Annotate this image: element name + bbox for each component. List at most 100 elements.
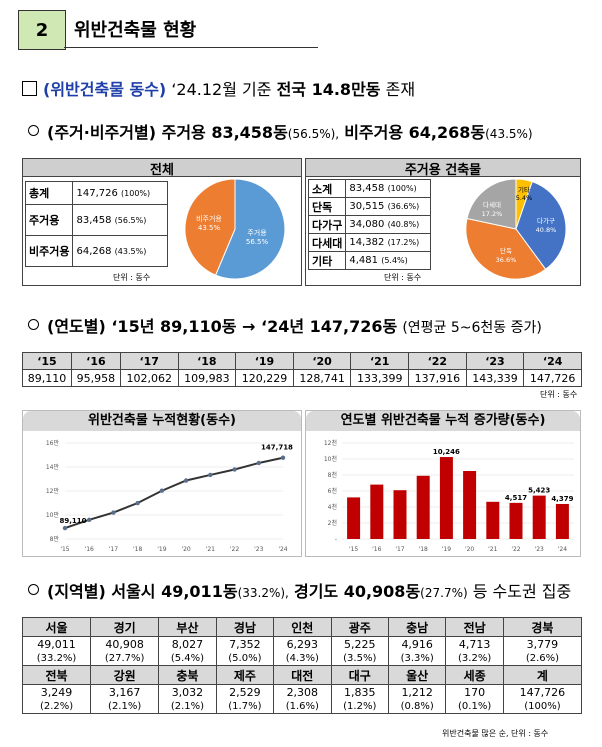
x-tick-label: '22 (230, 546, 239, 553)
pie-slice-multifamily (515, 181, 567, 270)
data-point (256, 460, 261, 466)
year-value-cell: 102,062 (119, 369, 179, 387)
bar (509, 502, 523, 539)
region-name-cell: 경기 (90, 617, 160, 637)
data-label: 4,379 (551, 495, 573, 503)
x-tick-label: '20 (465, 546, 474, 553)
region-value-cell: 2,308 (273, 684, 332, 700)
x-tick-label: '21 (488, 546, 497, 553)
region-name-cell: 서울 (21, 617, 92, 637)
year-value-cell: 133,399 (350, 369, 410, 387)
data-label: 147,718 (261, 444, 293, 452)
region-pct2: (27.7%) (420, 586, 468, 600)
y-tick-label: 8만 (50, 535, 60, 543)
region-pct-cell: (3.2%) (445, 652, 504, 666)
summary-prefix: (위반건축물 동수) (43, 80, 167, 99)
region-value-cell: 3,779 (502, 636, 583, 652)
row-pct: (36.6%) (387, 202, 420, 211)
region-value-cell: 4,916 (387, 636, 447, 652)
bar (555, 503, 569, 539)
region-name-cell: 전남 (445, 617, 504, 637)
region-suffix: 등 수도권 집중 (472, 582, 572, 601)
region-pct-cell: (2.6%) (502, 652, 583, 666)
region-name-cell: 충남 (387, 617, 447, 637)
data-point (183, 478, 189, 483)
y-tick-label: - (335, 536, 337, 543)
y-tick-label: 12천 (324, 439, 337, 447)
row-pct: (56.5%) (114, 215, 147, 225)
year-header-cell: ‘16 (70, 352, 121, 370)
region-pct-cell: (100%) (502, 700, 583, 714)
y-tick-label: 12만 (46, 487, 60, 495)
header-underline (64, 47, 318, 48)
region-value-cell: 8,027 (158, 636, 217, 652)
overall-table: 총계 147,726 (100%) 주거용 83,458 (56.5%) 비주거용 6… (24, 181, 169, 267)
region-pct-cell: (2.1%) (158, 700, 217, 714)
row-value: 30,515 (349, 201, 385, 212)
pie-slice-detached (465, 217, 547, 280)
row-value: 34,080 (349, 219, 385, 230)
region-pct-cell: (33.2%) (21, 652, 92, 666)
row-value: 4,481 (349, 255, 379, 266)
region-pct1: (33.2%), (237, 586, 289, 600)
region-pct-cell: (27.7%) (90, 652, 160, 666)
panel-header: 전체 (23, 159, 301, 178)
bar (393, 490, 407, 539)
section-header: 2 위반건축물 현황 (18, 10, 318, 50)
x-tick-label: '23 (535, 546, 544, 553)
circle-bullet-icon (28, 125, 39, 136)
region-value-cell: 3,167 (90, 684, 160, 700)
summary-bold: 전국 14.8만동 (276, 80, 381, 99)
region-value-cell: 3,032 (158, 684, 217, 700)
x-tick-label: '16 (372, 546, 381, 553)
data-point (62, 525, 68, 531)
x-tick-label: '17 (395, 546, 404, 553)
data-label: 4,517 (505, 494, 527, 502)
pie-label: 40.8% (536, 226, 557, 234)
year-value-cell: 95,958 (70, 369, 121, 387)
row-value: 64,268 (76, 245, 112, 257)
data-point (232, 467, 237, 472)
unit-label: 단위 : 동수 (113, 273, 151, 282)
circle-bullet-icon (28, 319, 39, 330)
region-pct-cell: (3.5%) (330, 652, 389, 666)
year-text: (연도별) ‘15년 89,110동 → ‘24년 147,726동 (47, 317, 398, 336)
region-line: (지역별) 서울시 49,011동(33.2%), 경기도 40,908동(27… (28, 578, 571, 602)
region-text: (지역별) 서울시 49,011동 (47, 582, 238, 601)
type-text: (주거·비주거별) 주거용 83,458동 (47, 123, 288, 142)
data-label: 5,423 (528, 487, 550, 495)
year-line: (연도별) ‘15년 89,110동 → ‘24년 147,726동 (연평균 … (28, 313, 542, 337)
pie-label: 다세대 (483, 200, 501, 209)
region-pct-cell: (0.1%) (445, 700, 504, 714)
row-label: 주거용 (24, 204, 74, 236)
line-chart: 8만 10만 12만 14만 16만 '15 '16 '17 '18 '19 '20 '21 '22 '2… (46, 439, 293, 553)
chart-title: 연도별 위반건축물 누적 증가량(동수) (306, 411, 580, 431)
series-line (64, 456, 284, 530)
bar (416, 475, 430, 539)
year-table: ‘15 ‘16 ‘17 ‘18 ‘19 ‘20 ‘21 ‘22 ‘23 ‘24 89,110 95,… (22, 352, 582, 387)
row-value: 83,458 (349, 183, 385, 194)
region-value-cell: 147,726 (502, 684, 583, 700)
type-line: (주거·비주거별) 주거용 83,458동(56.5%), 비주거용 64,26… (28, 119, 533, 143)
region-text2: 경기도 40,908동 (293, 582, 421, 601)
bar (486, 501, 500, 539)
row-pct: (17.2%) (387, 238, 420, 247)
pie-chart-overall: 주거용 56.5% 비주거용 43.5% (184, 178, 286, 280)
cumulative-chart-panel: 위반건축물 누적현황(동수) 8만 10만 12만 14만 16만 '15 '16 '17 '1… (22, 410, 302, 557)
unit-label: 단위 : 동수 (540, 390, 578, 399)
row-pct: (5.4%) (381, 256, 408, 265)
row-value: 147,726 (76, 187, 118, 199)
region-value-cell: 49,011 (21, 636, 92, 652)
region-name-cell: 인천 (273, 617, 332, 637)
region-pct-cell: (2.1%) (90, 700, 160, 714)
region-name-cell: 경북 (502, 617, 583, 637)
bar (370, 484, 384, 539)
region-value-cell: 1,835 (330, 684, 389, 700)
pie-label: 기타 (518, 185, 530, 194)
year-value-cell: 143,339 (465, 369, 525, 387)
section-number: 2 (18, 10, 66, 50)
region-pct-cell: (3.3%) (387, 652, 447, 666)
row-label: 기타 (307, 251, 347, 270)
checkbox-bullet-icon (22, 81, 37, 96)
x-tick-label: '18 (419, 546, 428, 553)
